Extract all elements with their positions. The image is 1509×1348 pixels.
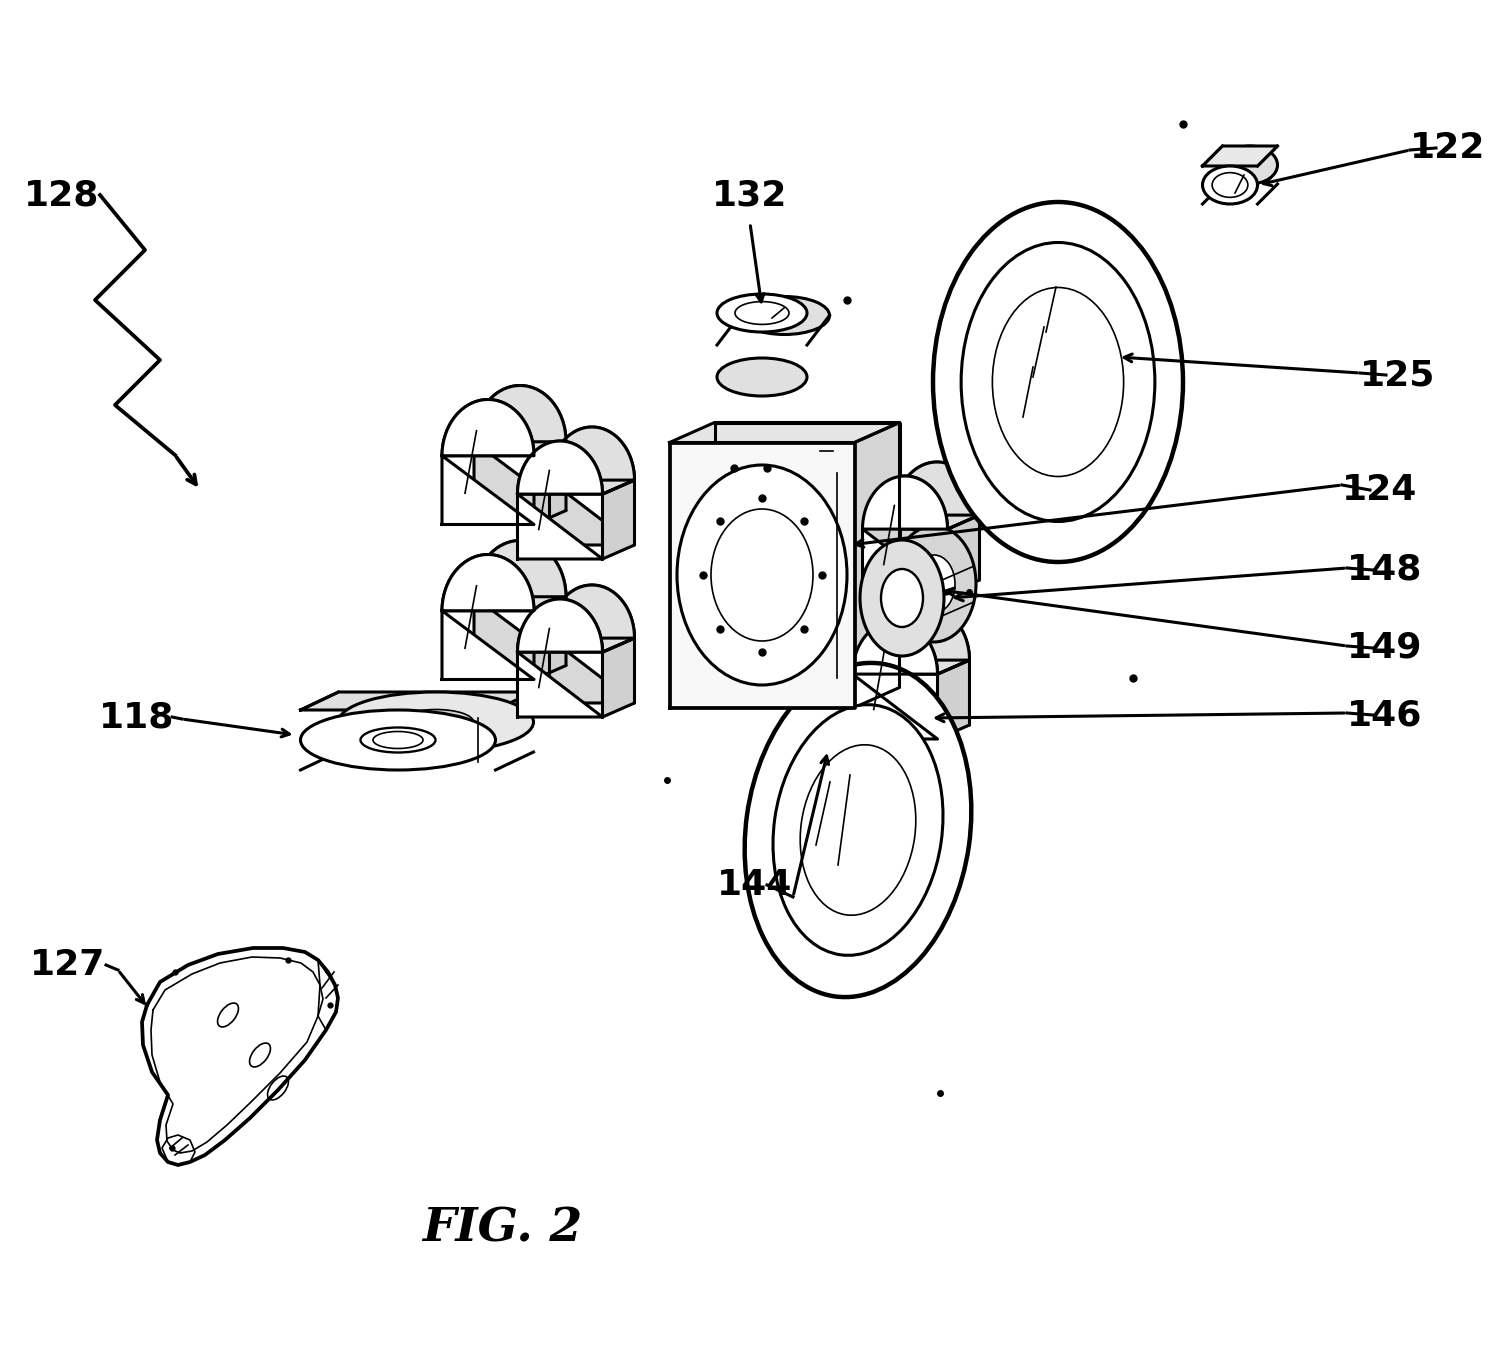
Polygon shape <box>518 427 634 495</box>
Polygon shape <box>534 597 566 679</box>
Polygon shape <box>714 422 899 687</box>
Ellipse shape <box>860 541 945 656</box>
Text: 149: 149 <box>1348 631 1423 665</box>
Ellipse shape <box>773 705 943 956</box>
Ellipse shape <box>678 465 847 685</box>
Polygon shape <box>854 422 899 708</box>
Polygon shape <box>474 386 566 511</box>
Polygon shape <box>300 692 534 710</box>
Text: 127: 127 <box>30 948 106 981</box>
Polygon shape <box>474 541 566 666</box>
Polygon shape <box>549 585 634 704</box>
Polygon shape <box>863 515 979 530</box>
Polygon shape <box>863 462 979 530</box>
Ellipse shape <box>993 287 1124 476</box>
Text: 125: 125 <box>1360 359 1435 392</box>
Ellipse shape <box>800 745 916 915</box>
Ellipse shape <box>398 709 474 735</box>
Ellipse shape <box>744 663 972 998</box>
Ellipse shape <box>1203 166 1257 204</box>
Text: 132: 132 <box>712 178 788 212</box>
Ellipse shape <box>739 297 830 334</box>
Ellipse shape <box>892 526 976 642</box>
Ellipse shape <box>717 294 807 332</box>
Polygon shape <box>442 597 566 611</box>
Text: 144: 144 <box>717 868 792 902</box>
Polygon shape <box>937 661 969 739</box>
Text: 146: 146 <box>1348 698 1423 732</box>
Polygon shape <box>518 599 602 717</box>
Polygon shape <box>442 386 566 456</box>
Polygon shape <box>142 948 338 1165</box>
Polygon shape <box>442 541 566 611</box>
Polygon shape <box>549 427 634 545</box>
Ellipse shape <box>881 569 924 627</box>
Polygon shape <box>518 441 602 559</box>
Ellipse shape <box>1222 146 1278 183</box>
Ellipse shape <box>913 555 955 613</box>
Polygon shape <box>670 442 854 708</box>
Polygon shape <box>670 422 899 442</box>
Polygon shape <box>442 399 534 524</box>
Ellipse shape <box>300 710 495 770</box>
Ellipse shape <box>338 692 534 752</box>
Polygon shape <box>948 515 979 594</box>
Polygon shape <box>442 554 534 679</box>
Polygon shape <box>518 585 634 652</box>
Polygon shape <box>602 480 634 559</box>
Text: 122: 122 <box>1411 131 1486 164</box>
Ellipse shape <box>961 243 1154 522</box>
Polygon shape <box>853 621 937 739</box>
Ellipse shape <box>361 728 436 752</box>
Text: 128: 128 <box>24 178 100 212</box>
Polygon shape <box>884 607 969 725</box>
Ellipse shape <box>933 202 1183 562</box>
Polygon shape <box>518 638 634 652</box>
Polygon shape <box>602 638 634 717</box>
Polygon shape <box>863 476 948 594</box>
Text: 118: 118 <box>100 700 175 735</box>
Polygon shape <box>1203 146 1278 166</box>
Ellipse shape <box>717 359 807 396</box>
Polygon shape <box>518 480 634 495</box>
Ellipse shape <box>735 302 789 325</box>
Polygon shape <box>853 607 969 674</box>
Text: 124: 124 <box>1343 473 1417 507</box>
Polygon shape <box>895 462 979 580</box>
Polygon shape <box>442 442 566 456</box>
Text: FIG. 2: FIG. 2 <box>423 1205 582 1251</box>
Text: 148: 148 <box>1348 553 1423 586</box>
Polygon shape <box>534 442 566 524</box>
Polygon shape <box>853 661 969 674</box>
